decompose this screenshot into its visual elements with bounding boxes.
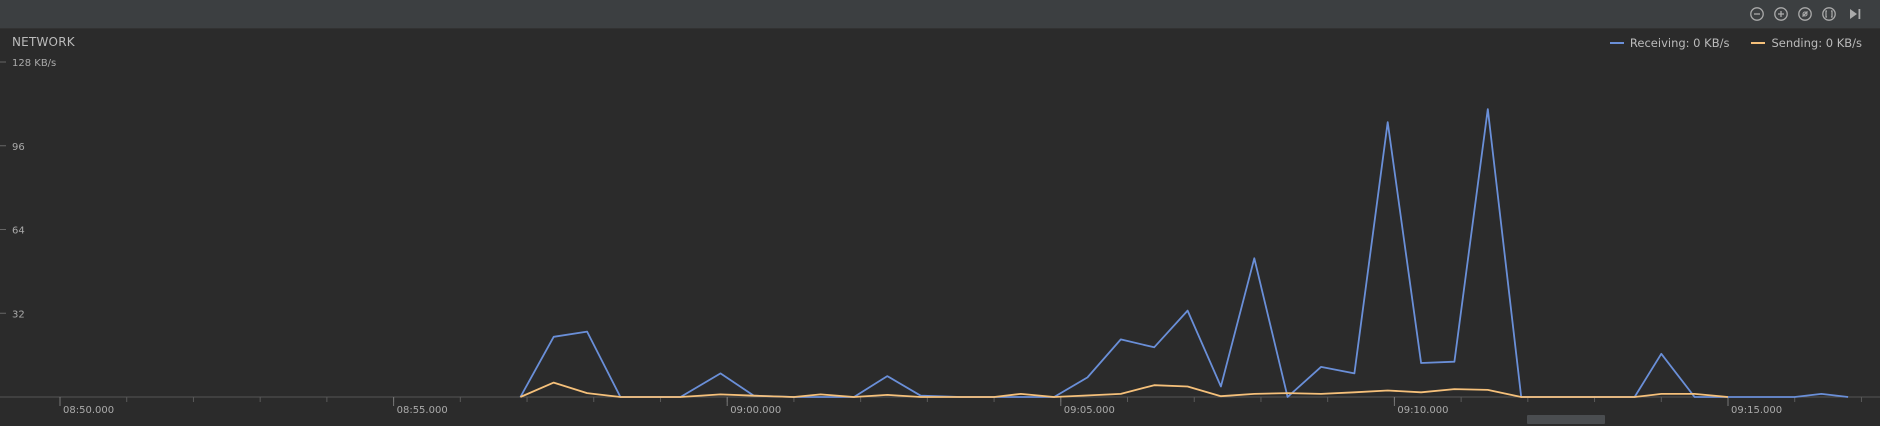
x-tick-label: 08:55.000	[397, 405, 448, 416]
x-tick-label: 09:15.000	[1731, 405, 1782, 416]
x-tick-label: 09:10.000	[1397, 405, 1448, 416]
series-line-receiving	[520, 109, 1848, 397]
y-tick-label: 64	[12, 226, 25, 237]
x-tick-label: 09:05.000	[1064, 405, 1115, 416]
y-tick-label: 32	[12, 309, 25, 320]
x-tick-label: 08:50.000	[63, 405, 114, 416]
timeline-scrollbar-thumb[interactable]	[1527, 415, 1605, 424]
y-tick-label: 96	[12, 142, 25, 153]
x-tick-label: 09:00.000	[730, 405, 781, 416]
y-tick-label: 128 KB/s	[12, 58, 56, 69]
